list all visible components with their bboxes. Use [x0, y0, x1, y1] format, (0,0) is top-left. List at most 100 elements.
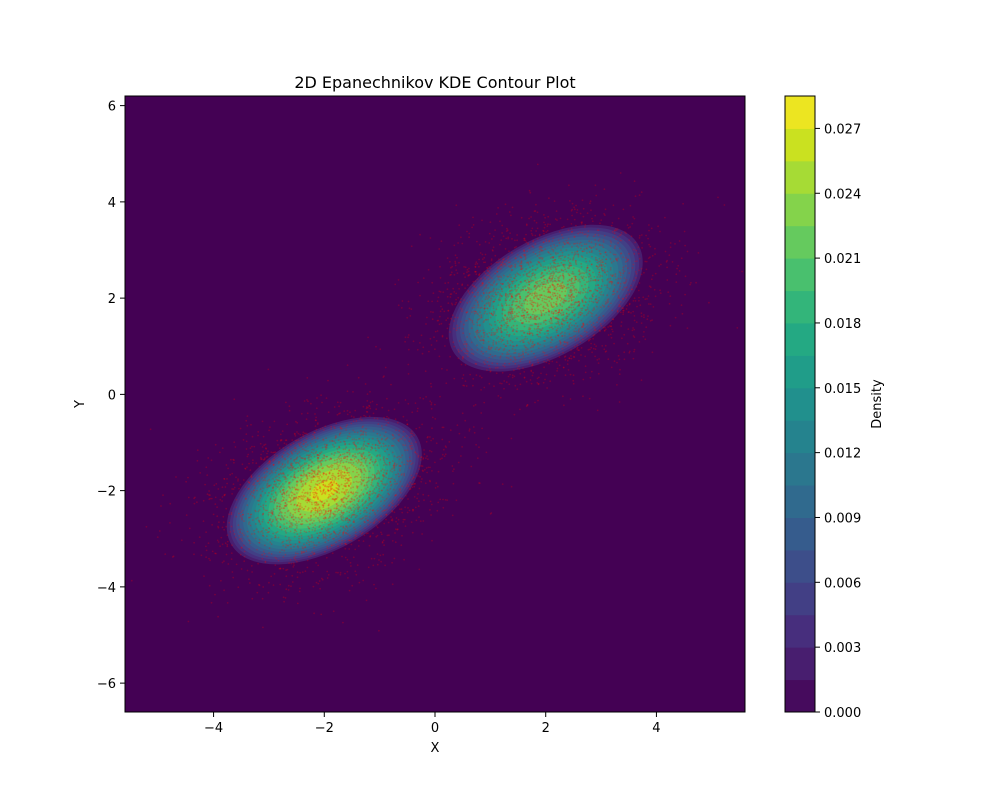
- scatter-point: [490, 346, 493, 349]
- scatter-point: [478, 258, 480, 261]
- scatter-point: [601, 278, 603, 281]
- scatter-point: [513, 356, 516, 358]
- scatter-point: [301, 551, 303, 554]
- scatter-point: [541, 327, 544, 330]
- scatter-point: [300, 516, 303, 519]
- scatter-point: [365, 459, 367, 461]
- scatter-point: [622, 266, 625, 269]
- scatter-point: [321, 493, 323, 496]
- scatter-point: [513, 316, 516, 319]
- scatter-point: [387, 492, 390, 495]
- scatter-point: [346, 458, 349, 461]
- scatter-point: [339, 462, 342, 465]
- scatter-point: [579, 341, 582, 344]
- scatter-point: [395, 493, 397, 496]
- scatter-point: [575, 224, 577, 227]
- scatter-point: [514, 304, 517, 307]
- scatter-point: [284, 530, 287, 532]
- scatter-point: [569, 322, 572, 324]
- scatter-point: [284, 512, 286, 514]
- scatter-point: [618, 234, 621, 237]
- scatter-point: [380, 438, 383, 441]
- scatter-point: [283, 473, 285, 476]
- scatter-point: [496, 267, 499, 270]
- scatter-point: [588, 269, 591, 272]
- scatter-point: [589, 348, 591, 351]
- scatter-point: [600, 293, 602, 296]
- scatter-point: [454, 264, 457, 267]
- scatter-point: [311, 529, 314, 531]
- scatter-point: [331, 498, 334, 501]
- scatter-point: [511, 280, 514, 283]
- scatter-point: [309, 488, 312, 490]
- scatter-point: [343, 440, 345, 443]
- scatter-point: [570, 223, 573, 225]
- scatter-point: [551, 322, 553, 325]
- scatter-point: [362, 480, 365, 482]
- scatter-point: [387, 417, 390, 419]
- scatter-point: [295, 462, 297, 464]
- scatter-point: [380, 531, 382, 534]
- scatter-point: [570, 278, 573, 281]
- scatter-point: [517, 283, 520, 286]
- scatter-point: [606, 270, 609, 273]
- scatter-point: [304, 513, 306, 516]
- scatter-point: [529, 302, 532, 305]
- scatter-point: [364, 460, 367, 462]
- scatter-point: [647, 257, 650, 259]
- scatter-point: [356, 506, 358, 509]
- scatter-point: [500, 340, 503, 343]
- scatter-point: [556, 295, 559, 298]
- scatter-point: [380, 489, 383, 492]
- scatter-point: [254, 537, 257, 540]
- scatter-point: [557, 334, 559, 337]
- scatter-point: [547, 337, 549, 339]
- scatter-point: [344, 443, 346, 446]
- scatter-point: [563, 404, 565, 407]
- scatter-point: [310, 511, 312, 514]
- scatter-point: [625, 232, 627, 235]
- scatter-point: [382, 442, 385, 445]
- scatter-point: [282, 556, 285, 558]
- scatter-point: [279, 480, 282, 482]
- scatter-point: [561, 305, 564, 308]
- scatter-point: [384, 431, 387, 434]
- scatter-point: [345, 517, 348, 520]
- scatter-point: [246, 504, 249, 506]
- scatter-point: [377, 423, 380, 426]
- scatter-point: [379, 455, 381, 457]
- scatter-point: [366, 445, 369, 448]
- scatter-point: [558, 231, 561, 233]
- scatter-point: [326, 547, 329, 550]
- scatter-point: [505, 304, 508, 307]
- scatter-point: [564, 345, 567, 347]
- scatter-point: [290, 543, 292, 546]
- scatter-point: [456, 256, 458, 259]
- scatter-point: [267, 591, 270, 594]
- scatter-point: [258, 475, 261, 478]
- scatter-point: [310, 455, 313, 458]
- scatter-point: [287, 538, 290, 541]
- scatter-point: [296, 456, 299, 459]
- scatter-point: [478, 274, 481, 276]
- scatter-point: [399, 508, 401, 510]
- scatter-point: [589, 311, 592, 314]
- scatter-point: [501, 309, 504, 311]
- scatter-point: [536, 254, 539, 257]
- scatter-point: [310, 509, 313, 512]
- scatter-point: [258, 483, 261, 485]
- scatter-point: [268, 460, 271, 463]
- scatter-point: [528, 333, 531, 335]
- scatter-point: [329, 481, 332, 484]
- scatter-point: [636, 305, 638, 308]
- scatter-point: [585, 314, 588, 316]
- scatter-point: [205, 545, 207, 548]
- scatter-point: [256, 516, 259, 519]
- scatter-point: [486, 307, 489, 310]
- scatter-point: [632, 327, 634, 329]
- scatter-point: [410, 432, 412, 435]
- scatter-point: [602, 269, 604, 272]
- scatter-point: [295, 527, 298, 529]
- scatter-point: [406, 316, 409, 319]
- scatter-point: [330, 544, 333, 546]
